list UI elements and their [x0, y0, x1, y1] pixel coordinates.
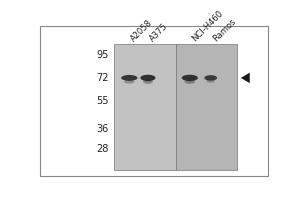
Text: Ramos: Ramos: [211, 17, 237, 43]
Text: NCI-H460: NCI-H460: [190, 9, 224, 43]
Ellipse shape: [207, 79, 215, 83]
Bar: [176, 44, 238, 170]
Text: 36: 36: [96, 124, 108, 134]
Ellipse shape: [121, 75, 137, 81]
Ellipse shape: [140, 75, 155, 81]
Ellipse shape: [184, 80, 195, 84]
Ellipse shape: [143, 80, 153, 84]
Text: 95: 95: [96, 50, 108, 60]
Ellipse shape: [204, 75, 217, 81]
Text: A2058: A2058: [129, 18, 155, 43]
Ellipse shape: [182, 75, 198, 81]
Text: A375: A375: [148, 22, 170, 43]
Bar: [114, 44, 176, 170]
Text: 28: 28: [96, 144, 108, 154]
Ellipse shape: [124, 80, 135, 84]
Text: 55: 55: [96, 96, 108, 106]
Polygon shape: [241, 73, 250, 83]
Text: 72: 72: [96, 73, 108, 83]
